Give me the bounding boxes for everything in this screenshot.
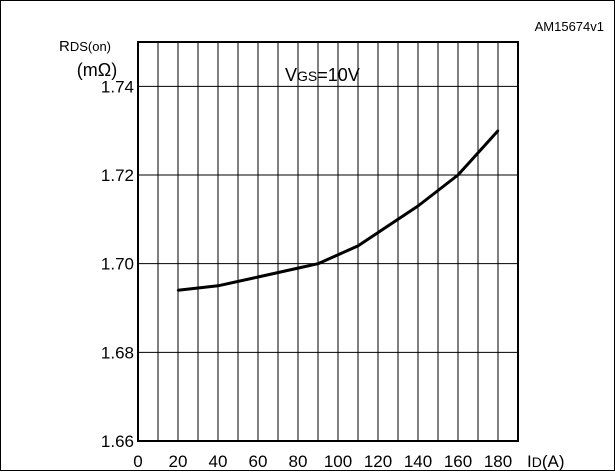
data-point bbox=[256, 275, 260, 279]
plot-border bbox=[137, 41, 519, 442]
data-point bbox=[496, 129, 500, 132]
x-axis-label: ID(A) bbox=[527, 452, 565, 471]
data-point bbox=[296, 266, 300, 270]
vgs-annotation-main: V bbox=[285, 65, 297, 85]
data-point bbox=[416, 204, 420, 208]
series-layer bbox=[176, 129, 500, 292]
x-tick-label: 160 bbox=[444, 452, 472, 471]
data-point bbox=[356, 244, 360, 248]
vgs-annotation: VGS=10V bbox=[285, 65, 360, 85]
y-tick-label: 1.66 bbox=[101, 432, 134, 451]
chart-id-code: AM15674v1 bbox=[535, 19, 604, 34]
data-point bbox=[176, 289, 180, 292]
x-axis-label-rest: (A) bbox=[542, 452, 565, 471]
y-axis-label-sub: DS(on) bbox=[70, 39, 111, 54]
axes bbox=[137, 41, 519, 442]
data-point bbox=[456, 173, 460, 177]
grid-lines bbox=[138, 42, 518, 441]
x-tick-label: 80 bbox=[289, 452, 308, 471]
x-tick-label: 40 bbox=[209, 452, 228, 471]
vgs-annotation-sub: GS bbox=[297, 68, 317, 84]
y-axis-unit: (mΩ) bbox=[77, 60, 117, 80]
x-tick-label: 0 bbox=[133, 452, 142, 471]
x-tick-label: 120 bbox=[364, 452, 392, 471]
x-axis-label-main: I bbox=[527, 452, 532, 471]
y-tick-label: 1.72 bbox=[101, 166, 134, 185]
data-point bbox=[316, 262, 320, 265]
x-tick-label: 20 bbox=[169, 452, 188, 471]
x-tick-label: 60 bbox=[249, 452, 268, 471]
x-tick-label: 100 bbox=[324, 452, 352, 471]
y-tick-label: 1.68 bbox=[101, 343, 134, 362]
tick-labels: 1.66 1.68 1.70 1.72 1.74 0 20 40 60 80 100 120 140 16… bbox=[101, 77, 512, 471]
x-tick-label: 180 bbox=[484, 452, 512, 471]
y-axis-label: RDS(on) bbox=[59, 38, 111, 55]
y-tick-label: 1.70 bbox=[101, 255, 134, 274]
vgs-annotation-rest: =10V bbox=[317, 65, 360, 85]
data-point bbox=[216, 284, 220, 288]
y-tick-label: 1.74 bbox=[101, 77, 134, 96]
x-axis-label-sub: D bbox=[532, 454, 542, 470]
x-tick-label: 140 bbox=[404, 452, 432, 471]
y-axis-label-main: R bbox=[59, 38, 70, 55]
